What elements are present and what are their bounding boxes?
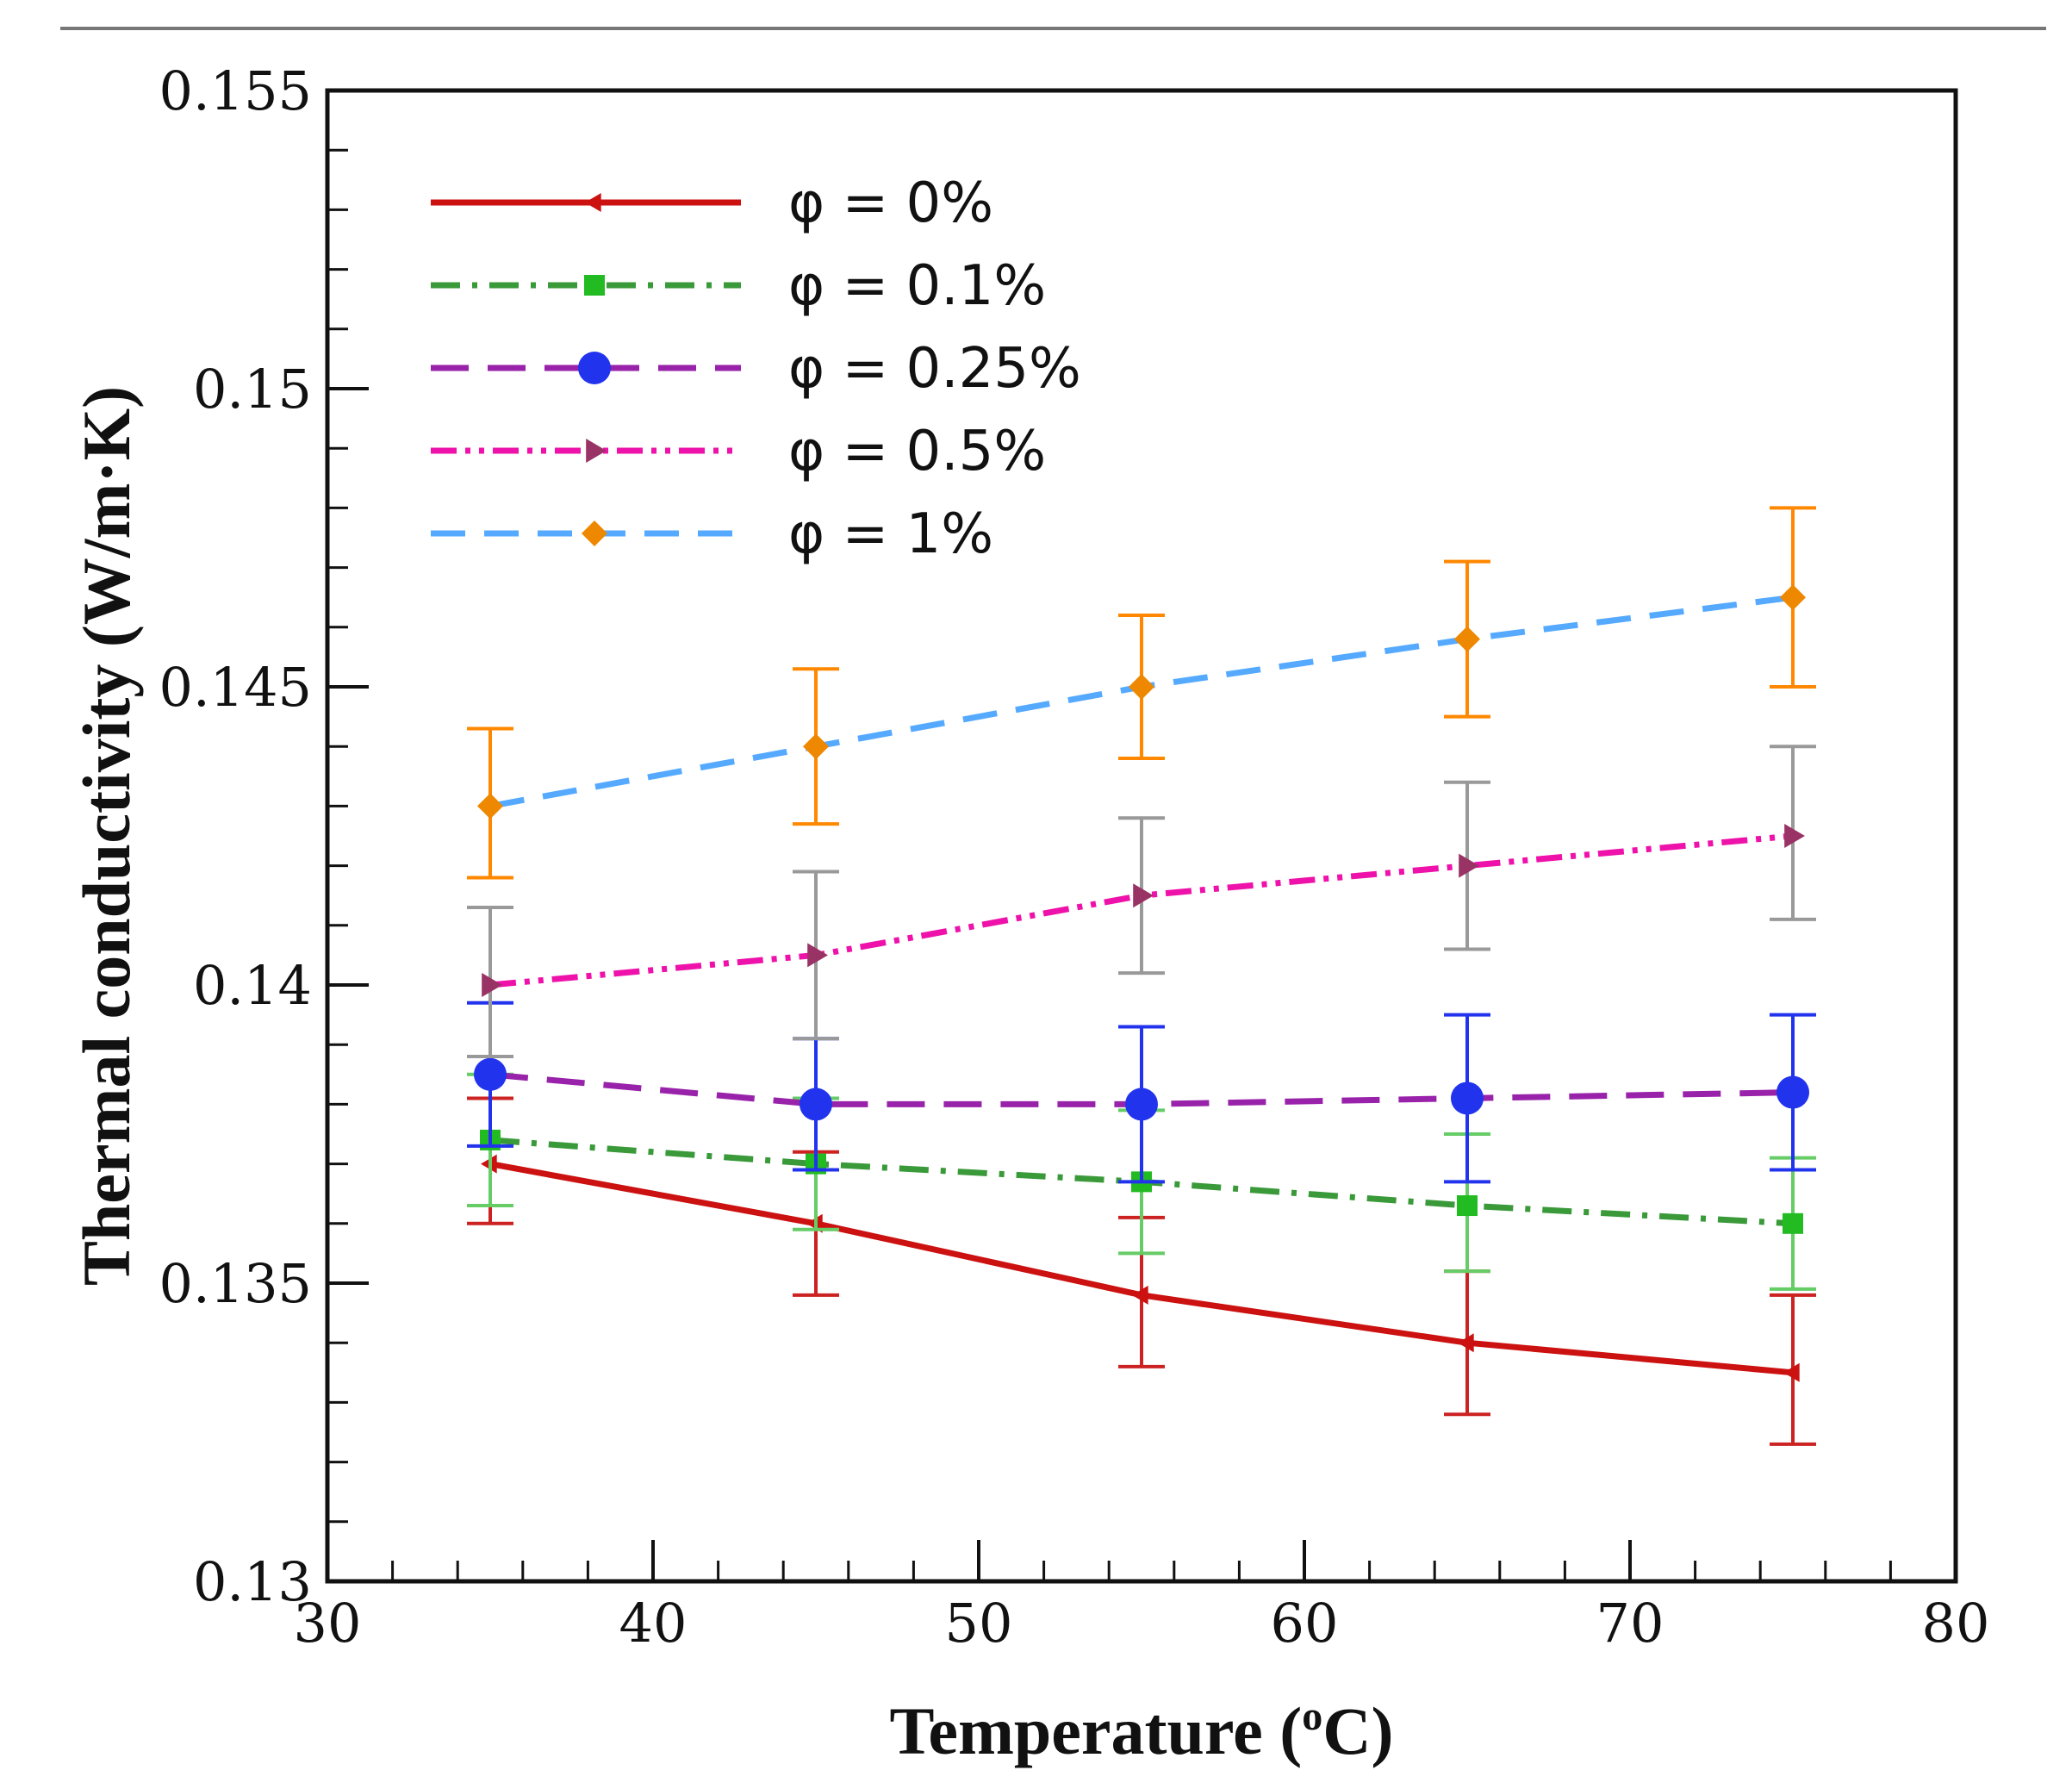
data-point — [807, 943, 828, 968]
data-point — [1783, 1212, 1803, 1234]
legend: φ = 0% φ = 0.1% φ = 0.25% φ = 0.5% φ = 1% — [431, 171, 1081, 566]
legend-item: φ = 0.1% — [431, 254, 1046, 318]
legend-marker — [578, 352, 611, 384]
plot-frame — [325, 88, 1958, 1584]
y-axis-label: Thermal conductivity (W/m·K) — [69, 386, 144, 1286]
legend-marker — [582, 520, 607, 546]
data-point — [1132, 1285, 1148, 1305]
data-point — [1125, 1088, 1158, 1121]
tick-labels: 30 40 50 60 70 80 0.13 0.135 0.14 0.145 0.15 0.155 — [159, 59, 1990, 1655]
legend-label: φ = 0% — [788, 171, 993, 235]
x-tick-label: 50 — [945, 1592, 1013, 1655]
series-3 — [467, 745, 1816, 1059]
x-tick-label: 70 — [1596, 1592, 1664, 1655]
minor-ticks — [327, 148, 1892, 1581]
data-point — [803, 733, 829, 760]
legend-label: φ = 0.25% — [788, 337, 1081, 401]
data-point — [800, 1088, 832, 1121]
legend-label: φ = 0.5% — [788, 420, 1046, 483]
x-tick-label: 40 — [619, 1592, 688, 1655]
data-point — [1784, 824, 1805, 848]
legend-marker — [584, 275, 605, 296]
legend-label: φ = 1% — [788, 502, 993, 566]
y-tick-label: 0.13 — [193, 1550, 312, 1613]
x-tick-label: 60 — [1271, 1592, 1339, 1655]
y-tick-label: 0.135 — [159, 1252, 313, 1315]
y-tick-label: 0.145 — [159, 656, 313, 719]
data-point — [1783, 1362, 1800, 1382]
data-point — [1776, 1075, 1809, 1109]
legend-marker — [585, 193, 601, 212]
data-point — [1454, 626, 1480, 652]
data-point — [1458, 1333, 1474, 1353]
y-tick-label: 0.14 — [193, 954, 312, 1017]
x-axis-label: Temperature (oC) — [889, 1693, 1393, 1768]
data-point — [1459, 853, 1479, 878]
data-point — [1780, 584, 1806, 611]
data-point — [1451, 1082, 1484, 1115]
legend-item: φ = 1% — [431, 502, 993, 566]
legend-marker — [586, 439, 607, 463]
data-point — [482, 973, 502, 997]
legend-item: φ = 0% — [431, 171, 993, 235]
series-4 — [467, 506, 1816, 880]
series-layer — [467, 506, 1816, 1446]
data-point — [1129, 674, 1154, 700]
y-tick-label: 0.155 — [159, 59, 313, 122]
legend-label: φ = 0.1% — [788, 254, 1046, 318]
data-point — [477, 793, 503, 820]
legend-item: φ = 0.25% — [431, 337, 1081, 401]
data-point — [474, 1057, 507, 1091]
data-point — [1133, 883, 1154, 908]
data-point — [1457, 1195, 1478, 1217]
x-tick-label: 30 — [294, 1592, 362, 1655]
legend-item: φ = 0.5% — [431, 420, 1046, 483]
y-tick-label: 0.15 — [193, 358, 312, 421]
x-tick-label: 80 — [1922, 1592, 1990, 1655]
